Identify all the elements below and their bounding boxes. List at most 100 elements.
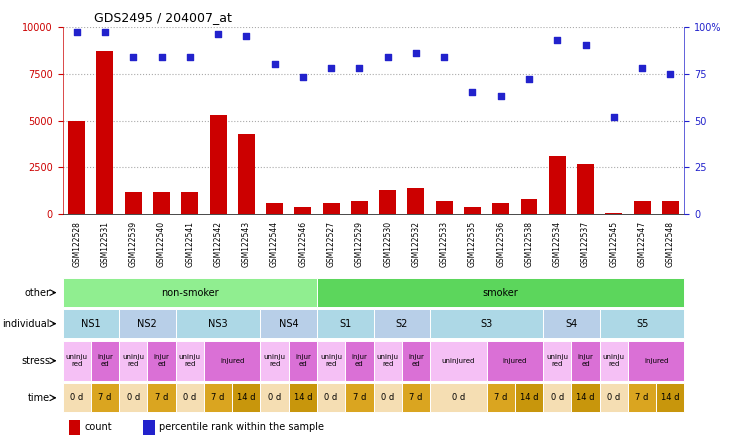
Point (99, 29, 111, 36)
Bar (515, 383, 543, 412)
Bar (577, 164, 594, 214)
Text: 0 d: 0 d (452, 393, 465, 402)
Bar (289, 383, 317, 412)
Point (212, 31, 224, 38)
Bar (63, 309, 119, 338)
Point (580, 42, 592, 49)
Bar (232, 383, 261, 412)
Text: 0 d: 0 d (183, 393, 197, 402)
Point (495, 93, 506, 100)
Bar (657, 383, 684, 412)
Text: 7 d: 7 d (99, 393, 112, 402)
Bar (373, 383, 402, 412)
Bar (68, 420, 80, 435)
Bar (543, 383, 571, 412)
Text: uninjured: uninjured (442, 358, 475, 364)
Bar (402, 341, 430, 381)
Text: uninju
red: uninju red (546, 354, 568, 367)
Bar (317, 341, 345, 381)
Text: uninju
red: uninju red (122, 354, 144, 367)
Text: NS1: NS1 (81, 319, 101, 329)
Bar (430, 309, 543, 338)
Bar (543, 341, 571, 381)
Bar (266, 203, 283, 214)
Text: 7 d: 7 d (494, 393, 507, 402)
Bar (144, 420, 155, 435)
Bar (176, 383, 204, 412)
Bar (261, 309, 317, 338)
Bar (153, 192, 170, 214)
Bar (543, 309, 600, 338)
Text: injur
ed: injur ed (97, 354, 113, 367)
Text: 0 d: 0 d (607, 393, 620, 402)
Bar (68, 120, 85, 214)
Bar (402, 383, 430, 412)
Text: uninju
red: uninju red (263, 354, 286, 367)
Text: individual: individual (3, 319, 50, 329)
Bar (345, 341, 373, 381)
Text: 14 d: 14 d (294, 393, 312, 402)
Bar (261, 341, 289, 381)
Text: uninju
red: uninju red (320, 354, 342, 367)
Bar (322, 203, 339, 214)
Point (636, 64, 648, 71)
Bar (373, 341, 402, 381)
Text: S5: S5 (636, 319, 648, 329)
Text: stress: stress (21, 356, 50, 366)
Bar (373, 309, 430, 338)
Bar (317, 278, 684, 307)
Text: uninju
red: uninju red (377, 354, 399, 367)
Text: 14 d: 14 d (520, 393, 538, 402)
Point (608, 113, 620, 120)
Text: 14 d: 14 d (576, 393, 595, 402)
Bar (294, 207, 311, 214)
Text: 0 d: 0 d (551, 393, 564, 402)
Bar (430, 341, 486, 381)
Bar (351, 201, 368, 214)
Bar (486, 341, 543, 381)
Point (382, 53, 394, 60)
Point (71, 29, 82, 36)
Point (297, 74, 308, 81)
Text: 14 d: 14 d (661, 393, 679, 402)
Text: injur
ed: injur ed (352, 354, 367, 367)
Bar (147, 383, 176, 412)
Text: injur
ed: injur ed (295, 354, 311, 367)
Bar (91, 383, 119, 412)
Bar (238, 134, 255, 214)
Point (439, 53, 450, 60)
Text: 0 d: 0 d (381, 393, 394, 402)
Point (353, 64, 365, 71)
Text: injured: injured (503, 358, 527, 364)
Text: uninju
red: uninju red (179, 354, 201, 367)
Text: 0 d: 0 d (127, 393, 140, 402)
Point (410, 49, 422, 56)
Text: S1: S1 (339, 319, 351, 329)
Bar (317, 309, 373, 338)
Text: 0 d: 0 d (268, 393, 281, 402)
Bar (571, 341, 600, 381)
Point (269, 61, 280, 68)
Text: non-smoker: non-smoker (161, 288, 219, 297)
Point (241, 32, 252, 40)
Bar (520, 199, 537, 214)
Bar (289, 341, 317, 381)
Point (155, 53, 167, 60)
Bar (600, 383, 628, 412)
Text: 7 d: 7 d (155, 393, 169, 402)
Text: percentile rank within the sample: percentile rank within the sample (159, 422, 324, 432)
Bar (176, 341, 204, 381)
Bar (63, 278, 317, 307)
Bar (261, 383, 289, 412)
Bar (176, 309, 261, 338)
Text: count: count (85, 422, 112, 432)
Bar (119, 309, 176, 338)
Text: 14 d: 14 d (237, 393, 255, 402)
Text: injured: injured (220, 358, 244, 364)
Text: 7 d: 7 d (635, 393, 648, 402)
Point (184, 53, 196, 60)
Bar (96, 51, 113, 214)
Text: NS2: NS2 (138, 319, 158, 329)
Bar (210, 115, 227, 214)
Bar (124, 192, 142, 214)
